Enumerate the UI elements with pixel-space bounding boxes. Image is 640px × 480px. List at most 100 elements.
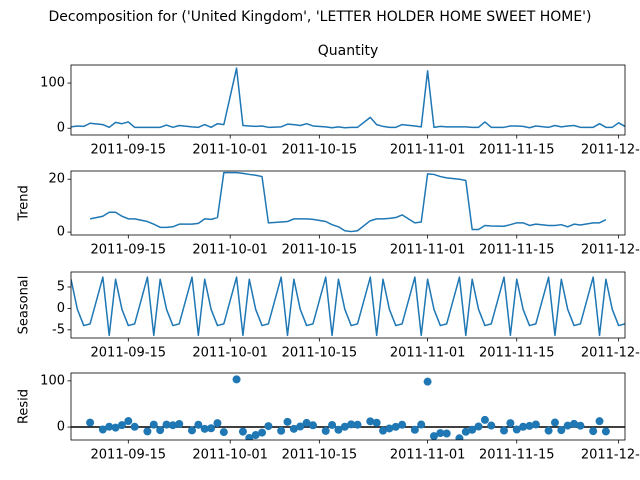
resid-point (398, 420, 407, 429)
resid-point (506, 419, 515, 428)
y-axis-label: Trend (17, 185, 32, 222)
resid-point (296, 422, 305, 431)
x-tick-label: 2011-10-01 (192, 243, 268, 258)
resid-point (512, 425, 521, 434)
resid-point (232, 375, 241, 384)
resid-point (576, 421, 585, 430)
resid-point (385, 424, 394, 433)
resid-point (302, 418, 311, 427)
axes-frame (70, 64, 626, 136)
resid-point (340, 422, 349, 431)
x-tick-label: 2011-10-01 (192, 143, 268, 158)
resid-point (105, 422, 114, 431)
resid-point (436, 429, 445, 438)
x-tick-label: 2011-10-15 (282, 143, 358, 158)
figure-title: Decomposition for ('United Kingdom', 'LE… (49, 9, 592, 25)
resid-point (238, 427, 247, 436)
resid-point (283, 417, 292, 426)
resid-point (194, 420, 203, 429)
series-line (71, 276, 625, 337)
plot-area (71, 276, 625, 337)
resid-point (328, 420, 337, 429)
x-tick-label: 2011-11-15 (479, 448, 555, 463)
resid-point (563, 421, 572, 430)
x-tick-label: 2011-10-15 (282, 448, 358, 463)
resid-point (258, 428, 267, 437)
resid-point (455, 434, 464, 440)
resid-point (589, 427, 598, 436)
y-tick-label: -5 (52, 322, 65, 337)
x-tick-label: 2011-12-01 (581, 448, 640, 463)
resid-point (289, 424, 298, 433)
resid-point (442, 429, 451, 438)
resid-point (531, 420, 540, 429)
resid-point (143, 427, 152, 436)
y-tick-label: 100 (40, 76, 65, 91)
resid-point (219, 428, 228, 437)
axes-frame (70, 271, 626, 339)
x-tick-label: 2011-11-15 (479, 346, 555, 361)
resid-point (251, 431, 260, 440)
resid-point (347, 420, 356, 429)
resid-point (410, 425, 419, 434)
resid-point (500, 426, 509, 435)
resid-point (111, 423, 120, 432)
series-line (89, 171, 607, 233)
x-tick-label: 2011-10-15 (282, 346, 358, 361)
axes-frame (70, 372, 626, 441)
x-tick-label: 2011-11-01 (390, 346, 466, 361)
resid-point (487, 421, 496, 430)
resid-point (379, 426, 388, 435)
x-tick-label: 2011-10-01 (192, 448, 268, 463)
resid-point (601, 427, 610, 436)
resid-point (525, 421, 534, 430)
x-tick-label: 2011-10-01 (192, 346, 268, 361)
plot-area (71, 67, 625, 129)
resid-point (321, 426, 330, 435)
resid-point (207, 424, 216, 433)
plot-area (89, 171, 607, 233)
y-axis-label: Seasonal (17, 276, 32, 335)
resid-point (334, 425, 343, 434)
resid-point (124, 417, 133, 426)
resid-point (372, 418, 381, 427)
resid-point (480, 415, 489, 424)
resid-point (557, 426, 566, 435)
x-tick-label: 2011-09-15 (91, 243, 167, 258)
resid-point (149, 420, 158, 429)
y-tick-label: 0 (57, 121, 65, 136)
y-tick-label: 0 (57, 225, 65, 240)
series-line (71, 67, 625, 129)
y-tick-label: 5 (57, 280, 65, 295)
resid-point (550, 418, 559, 427)
resid-point (570, 419, 579, 428)
resid-point (519, 422, 528, 431)
x-tick-label: 2011-09-15 (91, 346, 167, 361)
resid-point (162, 420, 171, 429)
x-tick-label: 2011-12-01 (581, 243, 640, 258)
resid-point (264, 422, 273, 431)
y-axis-label: Resid (17, 389, 32, 424)
x-tick-label: 2011-11-15 (479, 143, 555, 158)
x-tick-label: 2011-11-01 (390, 143, 466, 158)
resid-point (187, 426, 196, 435)
resid-point (468, 425, 477, 434)
y-tick-label: 0 (57, 420, 65, 435)
resid-point (277, 426, 286, 435)
x-tick-label: 2011-12-01 (581, 143, 640, 158)
resid-point (391, 422, 400, 431)
resid-point (595, 417, 604, 426)
resid-point (175, 420, 184, 429)
resid-point (417, 420, 426, 429)
y-tick-label: 20 (48, 172, 65, 187)
x-tick-label: 2011-09-15 (91, 448, 167, 463)
resid-point (156, 426, 165, 435)
resid-point (168, 421, 177, 430)
resid-point (86, 418, 95, 427)
resid-point (213, 419, 222, 428)
resid-point (353, 420, 362, 429)
plot-area (71, 375, 625, 440)
x-tick-label: 2011-10-15 (282, 243, 358, 258)
x-tick-label: 2011-12-01 (581, 346, 640, 361)
